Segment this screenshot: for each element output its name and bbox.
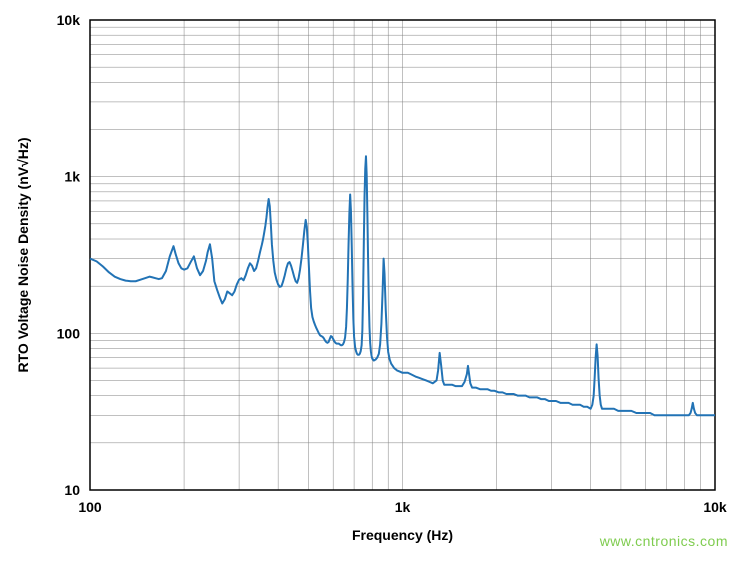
svg-text:1k: 1k [395, 499, 411, 515]
svg-text:100: 100 [57, 325, 81, 341]
chart-container: 1001k10k101001k10kFrequency (Hz)RTO Volt… [0, 0, 746, 561]
watermark: www.cntronics.com [600, 533, 728, 549]
svg-text:Frequency (Hz): Frequency (Hz) [352, 527, 453, 543]
svg-text:10k: 10k [57, 12, 81, 28]
svg-text:10k: 10k [703, 499, 727, 515]
svg-text:10: 10 [64, 482, 80, 498]
noise-density-chart: 1001k10k101001k10kFrequency (Hz)RTO Volt… [0, 0, 746, 561]
watermark-text: www.cntronics.com [600, 533, 728, 549]
svg-text:1k: 1k [64, 169, 80, 185]
svg-text:RTO Voltage Noise Density (nV√: RTO Voltage Noise Density (nV√Hz) [15, 137, 31, 372]
svg-text:100: 100 [78, 499, 102, 515]
